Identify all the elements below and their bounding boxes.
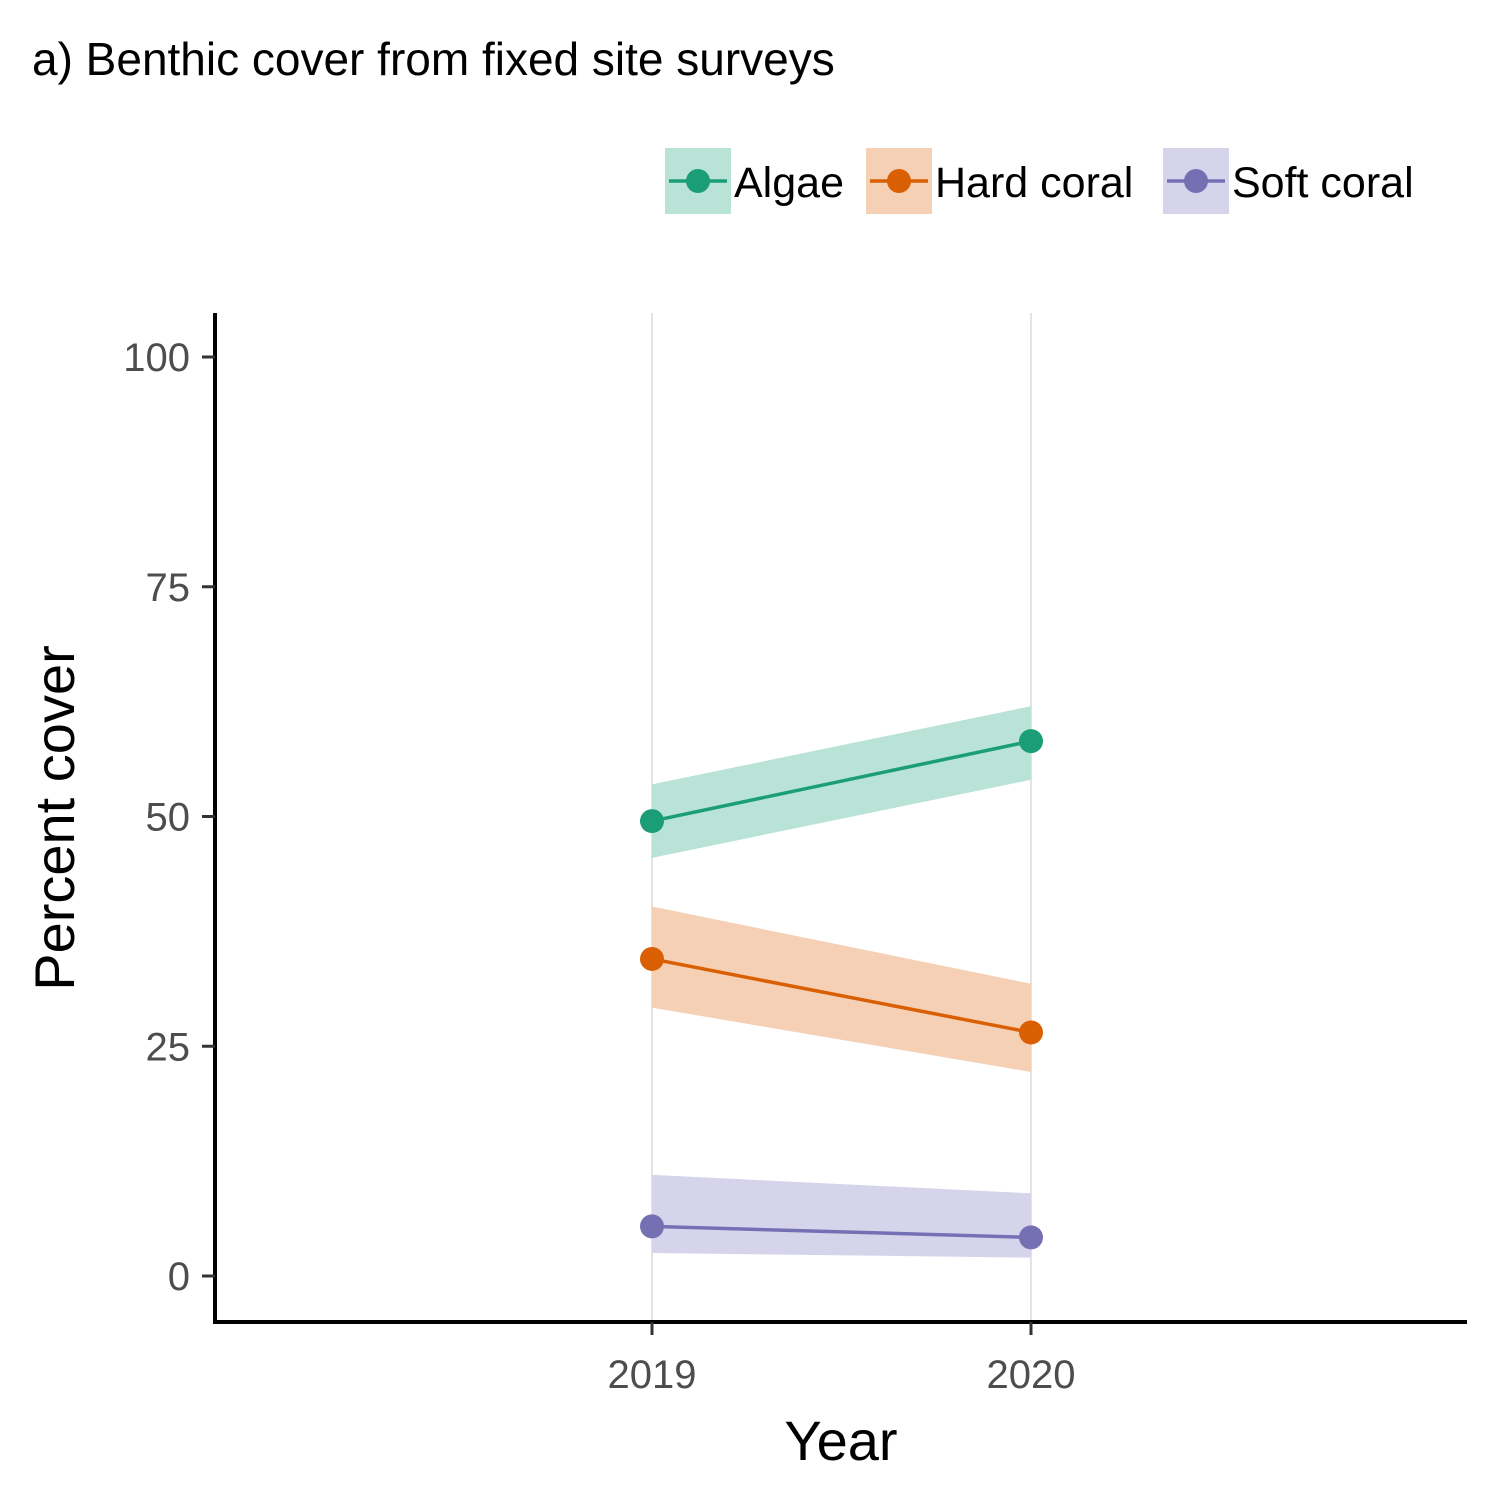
- legend-key-point-soft-coral: [1184, 169, 1208, 193]
- legend: Algae Hard coral Soft coral: [665, 148, 1414, 214]
- point-soft-coral-2019: [640, 1214, 664, 1239]
- x-axis-ticks: 2019 2020: [608, 1322, 1076, 1397]
- x-tick-label-2020: 2020: [987, 1353, 1076, 1397]
- series-points: [640, 729, 1043, 1250]
- line-soft-coral: [651, 1224, 1032, 1240]
- y-tick-label-0: 0: [168, 1255, 190, 1299]
- point-hard-coral-2019: [640, 946, 664, 971]
- legend-label-hard-coral: Hard coral: [935, 159, 1133, 207]
- x-tick-label-2019: 2019: [608, 1353, 697, 1397]
- y-tick-label-25: 25: [146, 1025, 191, 1069]
- confidence-ribbons: [652, 706, 1031, 1258]
- series-lines: [651, 739, 1032, 1240]
- legend-key-point-algae: [686, 169, 710, 193]
- point-algae-2019: [640, 809, 664, 834]
- ribbon-soft-coral: [652, 1174, 1031, 1258]
- point-soft-coral-2020: [1019, 1225, 1043, 1250]
- ribbon-hard-coral: [652, 906, 1031, 1072]
- line-algae: [651, 739, 1032, 823]
- y-tick-label-100: 100: [123, 336, 190, 380]
- legend-label-soft-coral: Soft coral: [1232, 159, 1414, 207]
- point-algae-2020: [1019, 729, 1043, 754]
- y-tick-label-50: 50: [146, 796, 191, 840]
- y-axis-ticks: 0 25 50 75 100: [123, 336, 215, 1299]
- chart-title: a) Benthic cover from fixed site surveys: [32, 33, 835, 85]
- x-axis-title: Year: [784, 1409, 897, 1472]
- point-hard-coral-2020: [1019, 1020, 1043, 1045]
- y-tick-label-75: 75: [146, 566, 191, 610]
- legend-item-algae: Algae: [665, 148, 844, 214]
- y-axis-title: Percent cover: [23, 645, 86, 991]
- legend-item-soft-coral: Soft coral: [1163, 148, 1414, 214]
- legend-label-algae: Algae: [734, 159, 844, 207]
- legend-item-hard-coral: Hard coral: [866, 148, 1133, 214]
- legend-key-point-hard-coral: [887, 169, 911, 193]
- line-hard-coral: [651, 957, 1032, 1035]
